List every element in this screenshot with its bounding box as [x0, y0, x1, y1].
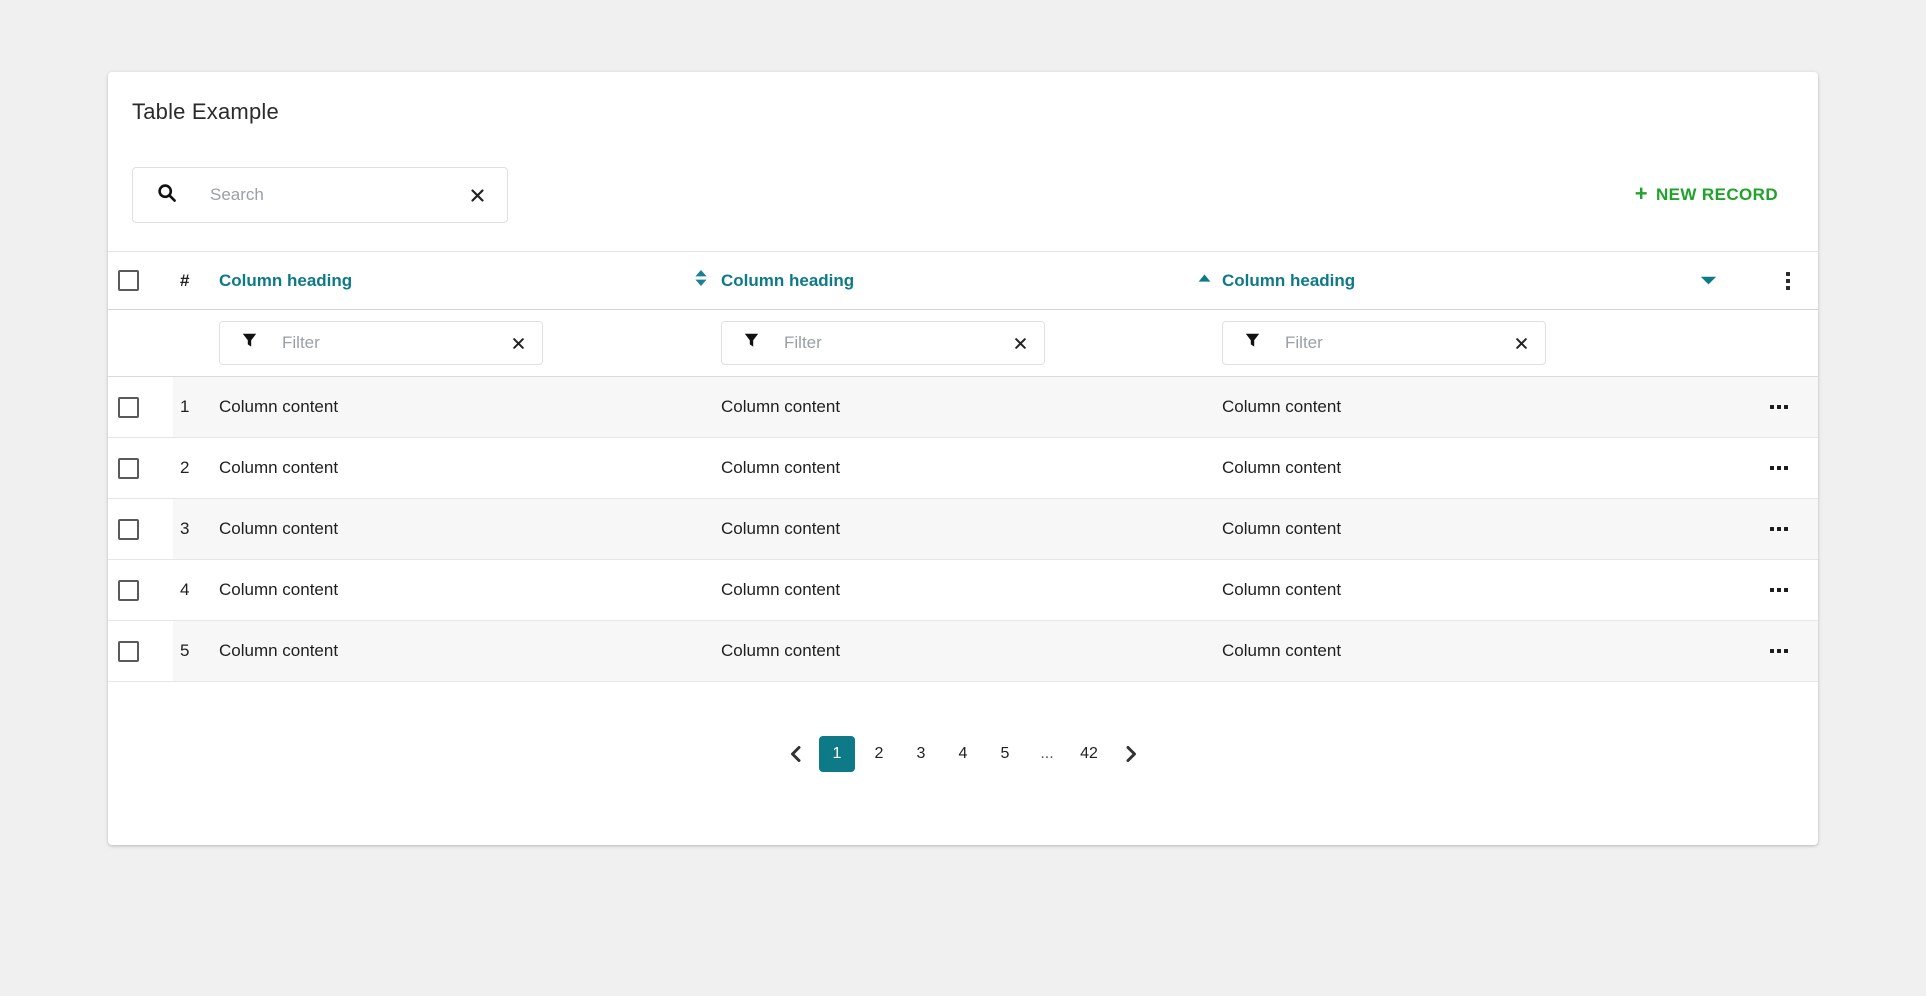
filter-clear-icon-1[interactable]	[506, 331, 530, 355]
filter-actions-cell	[1700, 310, 1818, 376]
row-cell: Column content	[219, 580, 339, 599]
sort-icon	[694, 269, 708, 292]
page-button-5[interactable]: 5	[987, 736, 1023, 772]
filter-box-3	[1222, 321, 1546, 365]
table-row: 3 Column content Column content Column c…	[108, 499, 1818, 560]
column-header-2-label: Column heading	[721, 270, 855, 290]
table-row: 5 Column content Column content Column c…	[108, 621, 1818, 682]
search-box	[132, 167, 508, 223]
row-cell: Column content	[721, 397, 841, 416]
page-button-1[interactable]: 1	[819, 736, 855, 772]
row-cell: Column content	[721, 458, 841, 477]
table-card: Table Example + NEW RECORD # Column head…	[108, 72, 1818, 845]
more-horiz-icon[interactable]	[1766, 401, 1792, 413]
table-row: 1 Column content Column content Column c…	[108, 377, 1818, 438]
filter-cell-3	[1198, 310, 1700, 376]
funnel-icon	[242, 333, 257, 353]
filter-cell-1	[219, 310, 694, 376]
row-cell: Column content	[219, 519, 339, 538]
chevron-left-icon[interactable]	[777, 736, 813, 772]
new-record-label: NEW RECORD	[1655, 185, 1778, 204]
select-all-checkbox[interactable]	[118, 270, 139, 291]
search-input[interactable]	[210, 185, 465, 205]
row-cell: Column content	[1222, 580, 1342, 599]
row-number: 1	[180, 397, 190, 416]
chevron-right-icon[interactable]	[1113, 736, 1149, 772]
funnel-icon	[744, 333, 759, 353]
sort-asc-icon	[1198, 267, 1211, 287]
row-cell: Column content	[1222, 519, 1342, 538]
row-checkbox[interactable]	[118, 396, 139, 418]
chevron-down-icon[interactable]	[1700, 276, 1717, 285]
row-number: 3	[180, 519, 190, 538]
row-cell: Column content	[219, 641, 339, 660]
row-cell: Column content	[721, 641, 841, 660]
row-cell: Column content	[1222, 641, 1342, 660]
filter-input-3[interactable]	[1285, 333, 1509, 353]
row-cell: Column content	[721, 519, 841, 538]
funnel-icon	[1245, 333, 1260, 353]
kebab-menu-icon[interactable]	[1782, 268, 1794, 294]
header-checkbox-cell	[108, 252, 173, 309]
filter-clear-icon-2[interactable]	[1008, 331, 1032, 355]
filter-input-2[interactable]	[784, 333, 1008, 353]
toolbar: + NEW RECORD	[108, 167, 1818, 223]
table-filter-row	[108, 310, 1818, 377]
more-horiz-icon[interactable]	[1766, 584, 1792, 596]
more-horiz-icon[interactable]	[1766, 523, 1792, 535]
pagination: 1 2 3 4 5 ... 42	[108, 736, 1818, 772]
more-horiz-icon[interactable]	[1766, 645, 1792, 657]
page-title: Table Example	[132, 99, 279, 124]
filter-box-1	[219, 321, 543, 365]
filter-box-2	[721, 321, 1045, 365]
row-number: 4	[180, 580, 190, 599]
page-button-2[interactable]: 2	[861, 736, 897, 772]
column-header-1[interactable]: Column heading	[219, 252, 694, 309]
row-cell: Column content	[1222, 458, 1342, 477]
row-number: 2	[180, 458, 190, 477]
row-cell: Column content	[219, 397, 339, 416]
data-table: # Column heading Column heading Column h	[108, 251, 1818, 682]
filter-checkbox-cell	[108, 310, 173, 376]
table-row: 2 Column content Column content Column c…	[108, 438, 1818, 499]
page-button-3[interactable]: 3	[903, 736, 939, 772]
column-header-3[interactable]: Column heading	[1198, 252, 1700, 309]
column-header-1-label: Column heading	[219, 270, 353, 290]
filter-number-cell	[173, 310, 219, 376]
plus-icon: +	[1634, 181, 1648, 206]
search-clear-icon[interactable]	[465, 183, 489, 207]
new-record-button[interactable]: + NEW RECORD	[1634, 181, 1778, 206]
row-cell: Column content	[721, 580, 841, 599]
row-checkbox[interactable]	[118, 457, 139, 479]
table-header-row: # Column heading Column heading Column h	[108, 251, 1818, 310]
filter-cell-2	[694, 310, 1198, 376]
filter-input-1[interactable]	[282, 333, 506, 353]
more-horiz-icon[interactable]	[1766, 462, 1792, 474]
row-checkbox[interactable]	[118, 579, 139, 601]
number-column-header: #	[180, 270, 190, 290]
card-header: Table Example	[108, 72, 1818, 125]
row-cell: Column content	[1222, 397, 1342, 416]
row-cell: Column content	[219, 458, 339, 477]
filter-clear-icon-3[interactable]	[1509, 331, 1533, 355]
column-header-3-label: Column heading	[1222, 270, 1356, 290]
row-checkbox[interactable]	[118, 518, 139, 540]
column-header-2[interactable]: Column heading	[694, 252, 1198, 309]
pagination-ellipsis: ...	[1040, 745, 1054, 762]
page-button-42[interactable]: 42	[1071, 736, 1107, 772]
row-checkbox[interactable]	[118, 640, 139, 662]
header-actions-cell	[1700, 252, 1818, 309]
row-number: 5	[180, 641, 190, 660]
table-row: 4 Column content Column content Column c…	[108, 560, 1818, 621]
page-button-4[interactable]: 4	[945, 736, 981, 772]
search-icon	[157, 183, 177, 208]
